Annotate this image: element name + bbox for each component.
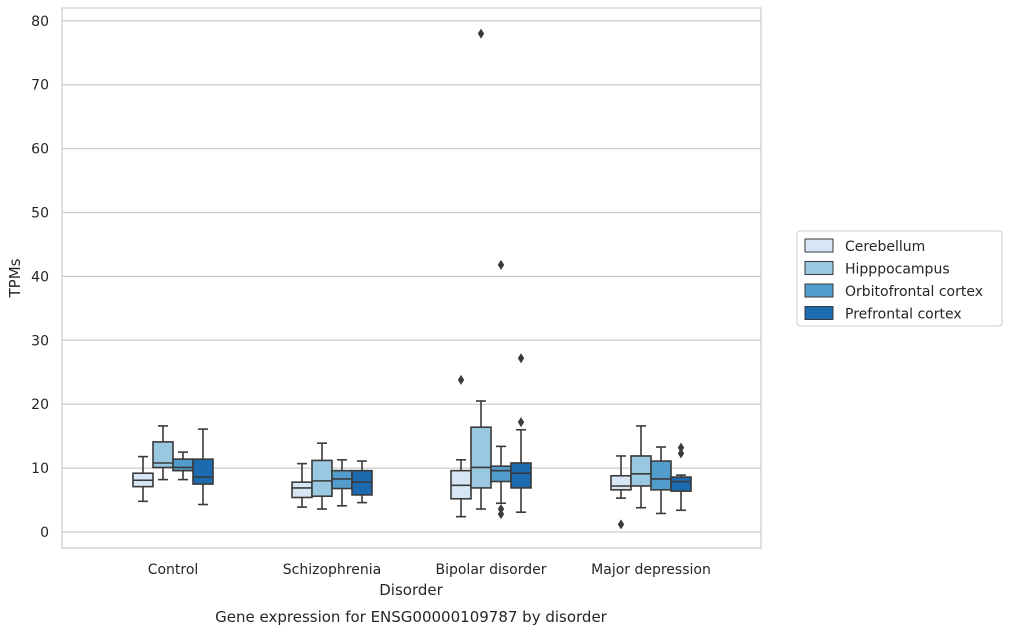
series-hipppocampus [152,28,652,510]
box-control [132,455,154,503]
y-tick-label: 60 [31,142,49,158]
series-orbitofrontal-cortex [172,259,672,520]
legend-swatch [804,238,834,253]
box-schizophrenia [291,462,313,508]
y-axis-label: TPMs [6,258,24,298]
legend-swatch [804,283,834,298]
chart-caption: Gene expression for ENSG00000109787 by d… [215,608,608,626]
legend-label: Cerebellum [845,239,925,255]
legend-swatch [804,306,834,320]
box-major-depression [670,442,692,512]
outlier-point [497,509,505,520]
outlier-point [457,374,465,385]
box-bipolar-disorder [490,259,512,520]
box-schizophrenia [351,460,373,504]
legend-frame [796,230,1003,327]
legend: Cerebellum Hipppocampus Orbitofrontal cort… [796,230,1003,327]
outlier-point [517,353,525,364]
outlier-point [517,417,525,428]
outlier-point [677,448,685,459]
x-tick-label: Major depression [591,562,711,578]
iqr-box [670,476,692,492]
outlier-point [497,503,505,514]
legend-label: Prefrontal cortex [845,307,962,323]
box-schizophrenia [331,458,353,507]
y-tick-label: 30 [31,333,49,349]
legend-swatch [804,261,834,275]
iqr-box [172,458,194,472]
box-major-depression [650,446,672,515]
series-cerebellum [132,374,632,530]
iqr-box [610,474,632,491]
x-tick-label: Bipolar disorder [435,562,546,578]
iqr-box [490,465,512,483]
y-tick-label: 20 [31,397,49,413]
x-axis-label: Disorder [379,581,443,599]
y-tick-label: 0 [40,525,49,541]
iqr-box [630,455,652,487]
box-series [132,28,692,530]
y-tick-label: 70 [31,78,49,94]
legend-label: Orbitofrontal cortex [845,284,983,300]
box-schizophrenia [311,442,333,510]
iqr-box [192,458,214,485]
plot-area-frame [61,7,762,549]
outlier-point [677,442,685,453]
box-major-depression [630,425,652,509]
x-tick-label: Schizophrenia [283,562,381,578]
box-control [152,425,174,481]
iqr-box [510,462,532,489]
y-tick-label: 50 [31,206,49,222]
x-tick-labels: Control Schizophrenia Bipolar disorder Majo… [148,562,711,578]
iqr-box [311,459,333,498]
x-tick-label: Control [148,562,199,578]
iqr-box [291,481,313,499]
legend-label: Hipppocampus [845,262,950,278]
series-prefrontal-cortex [192,353,692,513]
y-tick-label: 10 [31,461,49,477]
outlier-point [497,259,505,270]
y-tick-label: 80 [31,14,49,30]
y-tick-label: 40 [31,269,49,285]
box-bipolar-disorder [510,353,532,513]
y-tick-labels: 0 10 20 30 40 50 60 70 80 [31,14,49,541]
iqr-box [650,460,672,491]
box-control [192,428,214,506]
box-bipolar-disorder [470,28,492,510]
box-control [172,451,194,481]
box-major-depression [610,455,632,530]
iqr-box [470,426,492,489]
outlier-point [617,519,625,530]
outlier-point [477,28,485,39]
box-bipolar-disorder [450,374,472,518]
iqr-box [152,441,174,469]
